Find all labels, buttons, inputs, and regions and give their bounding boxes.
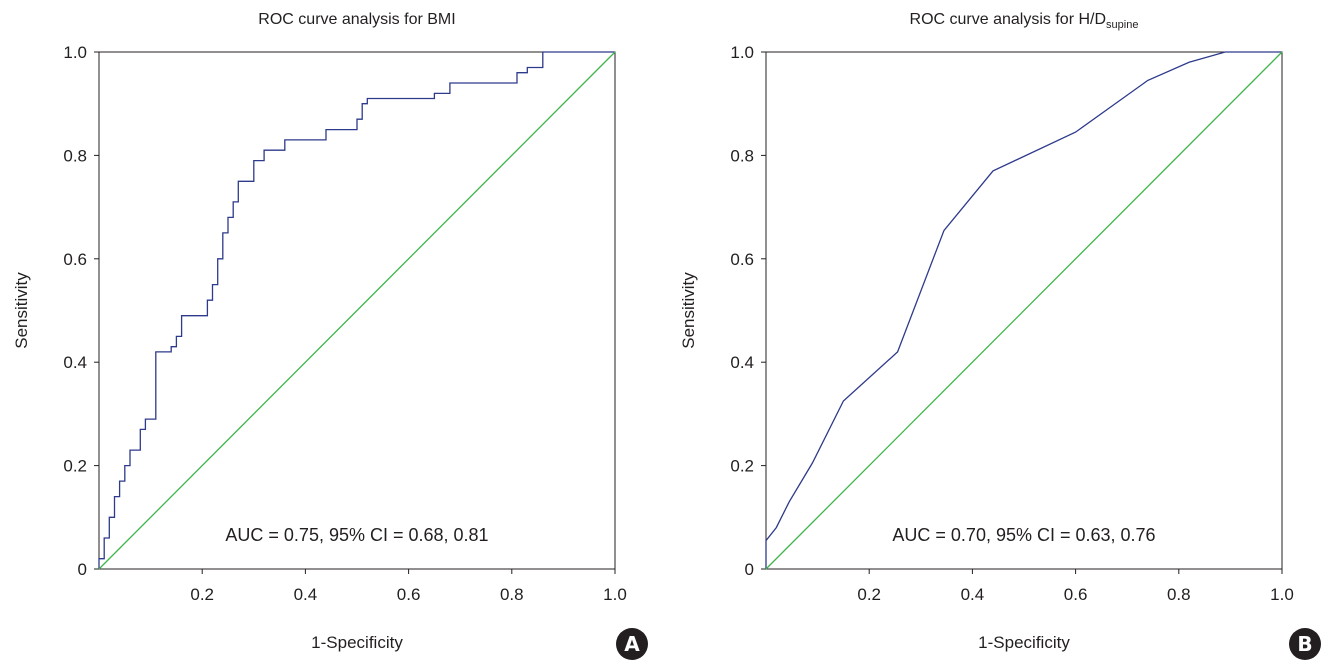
y-tick-label: 0.4 <box>63 353 87 372</box>
chart-title-text: ROC curve analysis for H/D <box>910 11 1107 28</box>
x-tick-label: 0.4 <box>961 585 985 604</box>
x-tick-label: 0.6 <box>1064 585 1088 604</box>
y-tick-label: 1.0 <box>63 43 87 62</box>
auc-annotation: AUC = 0.75, 95% CI = 0.68, 0.81 <box>225 525 488 545</box>
x-axis-label: 1-Specificity <box>311 633 403 652</box>
panel-badge-letter: B <box>1297 632 1312 656</box>
x-tick-label: 0.8 <box>1167 585 1191 604</box>
y-tick-label: 0.6 <box>730 250 754 269</box>
reference-diagonal-line <box>765 51 1283 570</box>
y-tick-label: 0.8 <box>63 146 87 165</box>
y-tick-label: 0.8 <box>730 146 754 165</box>
y-tick-label: 0.2 <box>63 457 87 476</box>
roc-panel-a: ROC curve analysis for BMI 0 0.2 0.4 0.6 0.8 1… <box>12 11 648 660</box>
auc-annotation: AUC = 0.70, 95% CI = 0.63, 0.76 <box>892 525 1155 545</box>
y-axis-label: Sensitivity <box>679 272 698 349</box>
x-tick-label: 0.2 <box>857 585 881 604</box>
y-tick-label: 0.6 <box>63 250 87 269</box>
chart-title-text: ROC curve analysis for BMI <box>258 11 455 28</box>
y-tick-label: 0 <box>745 560 754 579</box>
panel-badge-circle <box>1289 628 1321 660</box>
y-tick-label: 0.4 <box>730 353 754 372</box>
y-axis-label: Sensitivity <box>12 272 31 349</box>
x-tick-label: 0.2 <box>190 585 214 604</box>
y-tick-label: 1.0 <box>730 43 754 62</box>
panel-badge-circle <box>616 628 648 660</box>
x-tick-label: 0.8 <box>500 585 524 604</box>
roc-curve-line <box>765 51 1282 569</box>
chart-title: ROC curve analysis for H/Dsupine <box>910 11 1139 31</box>
x-tick-label: 0.4 <box>294 585 318 604</box>
panel-label-badge: A <box>616 628 648 660</box>
chart-title: ROC curve analysis for BMI <box>258 11 455 28</box>
x-axis-label: 1-Specificity <box>978 633 1070 652</box>
plot-frame <box>98 51 616 570</box>
panel-label-badge: B <box>1289 628 1321 660</box>
chart-title-subscript: supine <box>1106 19 1138 31</box>
x-tick-label: 0.6 <box>397 585 421 604</box>
plot-frame <box>765 51 1283 570</box>
roc-curve-line <box>98 51 615 569</box>
reference-diagonal-line <box>98 51 616 570</box>
y-tick-label: 0.2 <box>730 457 754 476</box>
panel-badge-letter: A <box>624 632 640 656</box>
x-tick-label: 1.0 <box>603 585 627 604</box>
y-tick-label: 0 <box>78 560 87 579</box>
roc-panel-b: ROC curve analysis for H/Dsupine 0 0.2 0.4 0… <box>679 11 1321 660</box>
x-tick-label: 1.0 <box>1270 585 1294 604</box>
